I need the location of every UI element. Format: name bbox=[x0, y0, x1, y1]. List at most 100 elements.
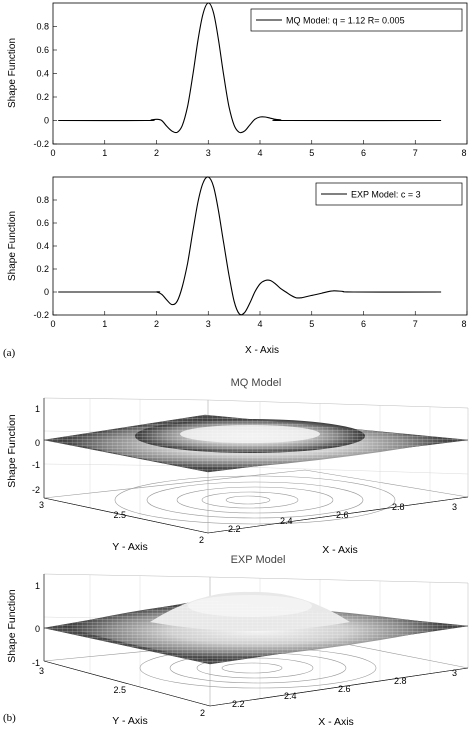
y-ticks: 3 2.5 2 bbox=[39, 666, 205, 718]
y-axis bbox=[43, 660, 211, 707]
x-tick-label: 4 bbox=[257, 319, 262, 329]
x-tick-label: 7 bbox=[413, 148, 418, 158]
x-tick-label: 8 bbox=[461, 319, 466, 329]
contour-ring bbox=[225, 495, 271, 505]
x-tick-label: 4 bbox=[257, 148, 262, 158]
y-tick-label: 0.2 bbox=[36, 92, 49, 102]
x-tick-label: 6 bbox=[361, 148, 366, 158]
legend-label: EXP Model: c = 3 bbox=[351, 190, 421, 200]
y-ticks: -0.2 0 0.2 0.4 0.6 0.8 bbox=[33, 22, 57, 149]
x-axis bbox=[207, 496, 469, 534]
contour-ring bbox=[114, 475, 396, 525]
y-tick-label: 3 bbox=[39, 500, 44, 510]
surface-title: MQ Model bbox=[231, 377, 282, 389]
y-tick-label: 0.4 bbox=[36, 241, 49, 251]
y-tick-label: 2 bbox=[199, 535, 204, 545]
y-tick-label: 0.4 bbox=[36, 69, 49, 79]
y-tick-label: 0 bbox=[44, 287, 49, 297]
contour-ring bbox=[201, 491, 299, 509]
x-tick-label: 2.8 bbox=[392, 502, 405, 512]
x-ticks: 2.2 2.4 2.6 2.8 3 bbox=[228, 502, 457, 534]
surface-plot-mq: MQ Model bbox=[6, 377, 469, 556]
x-tick-label: 2.6 bbox=[338, 684, 351, 694]
contour-ring bbox=[221, 662, 283, 674]
y-tick-label: 2.5 bbox=[113, 685, 126, 695]
z-tick-label: -1 bbox=[32, 658, 40, 668]
x-tick-label: 3 bbox=[206, 148, 211, 158]
x-tick-label: 3 bbox=[206, 319, 211, 329]
x-tick-label: 2 bbox=[154, 319, 159, 329]
y-tick-label: 0 bbox=[44, 116, 49, 126]
x-ticks: 0 1 2 3 4 5 6 7 8 bbox=[50, 140, 468, 158]
x-tick-label: 5 bbox=[309, 148, 314, 158]
x-tick-label: 5 bbox=[309, 319, 314, 329]
z-tick-label: -1 bbox=[32, 460, 40, 470]
series-line-exp bbox=[58, 176, 442, 316]
z-ticks: 1 0 -1 bbox=[32, 581, 40, 668]
y-axis-label: Shape Function bbox=[7, 38, 18, 108]
y-tick-label: 2.5 bbox=[113, 510, 126, 520]
contour-ring bbox=[146, 481, 364, 519]
panel-label-b: (b) bbox=[3, 712, 16, 724]
panel-label-a: (a) bbox=[3, 347, 16, 359]
z-tick-label: 1 bbox=[35, 404, 40, 414]
legend-label: MQ Model: q = 1.12 R= 0.005 bbox=[286, 16, 405, 26]
legend-box bbox=[315, 182, 463, 206]
x-tick-label: 7 bbox=[413, 319, 418, 329]
z-tick-label: -2 bbox=[32, 485, 40, 495]
z-axis-label: Shape Function bbox=[6, 414, 18, 488]
y-tick-label: 0.6 bbox=[36, 45, 49, 55]
y-axis bbox=[43, 497, 209, 534]
x-tick-label: 0 bbox=[50, 319, 55, 329]
contour-rings bbox=[114, 475, 396, 525]
y-tick-label: -0.2 bbox=[33, 139, 49, 149]
x-axis-label: X - Axis bbox=[322, 544, 358, 556]
y-axis-label: Y - Axis bbox=[112, 715, 147, 727]
x-tick-label: 2.8 bbox=[394, 676, 407, 686]
y-tick-label: 0.8 bbox=[36, 195, 49, 205]
surface-mesh bbox=[43, 591, 469, 665]
legend: MQ Model: q = 1.12 R= 0.005 bbox=[250, 8, 463, 32]
x-tick-label: 2.4 bbox=[280, 516, 293, 526]
z-tick-label: 1 bbox=[35, 581, 40, 591]
x-tick-label: 2.2 bbox=[228, 524, 241, 534]
x-tick-label: 6 bbox=[361, 319, 366, 329]
y-axis-label: Shape Function bbox=[7, 211, 18, 281]
surface-title: EXP Model bbox=[231, 554, 286, 566]
y-tick-label: 0.6 bbox=[36, 218, 49, 228]
z-axis-label: Shape Function bbox=[6, 589, 18, 663]
x-tick-label: 8 bbox=[461, 148, 466, 158]
surface-mesh bbox=[43, 414, 469, 473]
contour-ring bbox=[196, 657, 314, 679]
x-ticks: 2.2 2.4 2.6 2.8 3 bbox=[232, 668, 457, 709]
y-tick-label: 0.8 bbox=[36, 22, 49, 32]
z-tick-label: 0 bbox=[35, 438, 40, 448]
x-tick-label: 2.4 bbox=[284, 691, 297, 701]
series-line-mq bbox=[58, 2, 442, 134]
legend: EXP Model: c = 3 bbox=[315, 182, 463, 206]
x-tick-label: 3 bbox=[452, 668, 457, 678]
y-tick-label: 0.2 bbox=[36, 264, 49, 274]
x-tick-label: 2.2 bbox=[232, 699, 245, 709]
x-axis-label: X - Axis bbox=[318, 716, 354, 728]
z-tick-label: 0 bbox=[35, 624, 40, 634]
x-axis bbox=[209, 667, 469, 707]
x-tick-label: 1 bbox=[102, 319, 107, 329]
x-tick-label: 2 bbox=[154, 148, 159, 158]
z-ticks: 1 0 -1 -2 bbox=[32, 404, 40, 495]
y-ticks: -0.2 0 0.2 0.4 0.6 0.8 bbox=[33, 195, 57, 320]
y-ticks: 3 2.5 2 bbox=[39, 500, 204, 545]
x-tick-label: 2.6 bbox=[336, 510, 349, 520]
x-tick-label: 1 bbox=[102, 148, 107, 158]
contour-ring bbox=[176, 486, 334, 514]
surface-plot-exp: EXP Model 1 0 -1 Shape Func bbox=[6, 554, 469, 728]
x-axis-label: X - Axis bbox=[245, 345, 279, 356]
y-tick-label: 2 bbox=[200, 708, 205, 718]
x-tick-label: 0 bbox=[50, 148, 55, 158]
x-ticks: 0 1 2 3 4 5 6 7 8 bbox=[50, 311, 468, 329]
x-tick-label: 3 bbox=[452, 502, 457, 512]
legend-box bbox=[250, 8, 463, 32]
